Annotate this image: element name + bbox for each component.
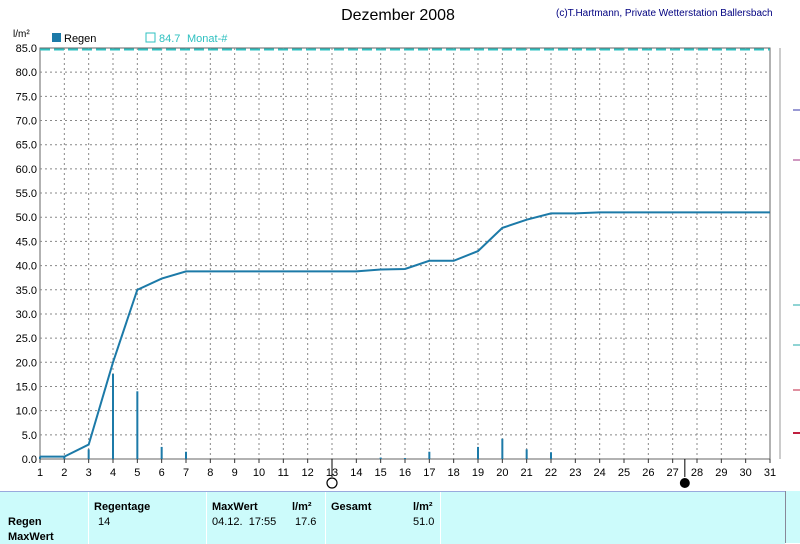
- rain-bar: [112, 373, 114, 459]
- x-tick-label: 10: [253, 467, 265, 479]
- y-tick-label: 15.0: [16, 381, 37, 393]
- rain-bar: [477, 446, 479, 459]
- x-tick-label: 9: [232, 467, 238, 479]
- x-tick-label: 2: [61, 467, 67, 479]
- full-moon-icon: [326, 477, 338, 489]
- x-tick-label: 1: [37, 467, 43, 479]
- x-tick-label: 12: [302, 467, 314, 479]
- row-label-regen: Regen: [8, 516, 42, 528]
- x-tick-label: 22: [545, 467, 557, 479]
- y-tick-label: 60.0: [16, 164, 37, 176]
- summary-panel: Regen MaxWert Regentage 14 MaxWert l/m² …: [0, 491, 785, 544]
- x-tick-label: 20: [496, 467, 508, 479]
- daily-rain-bars: [39, 373, 552, 459]
- x-tick-label: 3: [86, 467, 92, 479]
- x-tick-label: 31: [764, 467, 776, 479]
- x-tick-label: 24: [594, 467, 606, 479]
- x-tick-label: 7: [183, 467, 189, 479]
- rain-bar: [501, 438, 504, 459]
- y-tick-label: 45.0: [16, 236, 37, 248]
- maxwert-date: 04.12. 17:55: [212, 516, 277, 528]
- y-tick-label: 50.0: [16, 212, 37, 224]
- x-tick-label: 25: [618, 467, 630, 479]
- gesamt-unit: l/m²: [413, 501, 433, 513]
- new-moon-icon: [679, 478, 690, 488]
- x-tick-label: 6: [159, 467, 165, 479]
- cumulative-rain-line: [40, 211, 770, 458]
- y-axis-unit: l/m²: [13, 29, 30, 40]
- grid: [40, 48, 770, 459]
- y-tick-label: 85.0: [16, 43, 37, 55]
- panel-edge: [785, 491, 800, 543]
- legend: Regen 84.7 Monat-#: [52, 32, 228, 45]
- x-axis: 1 2 3 4 5 6 7 8 9 10 11 12 13 14 15 16 17 18 19 20 21 22 23 24 2…: [37, 459, 776, 479]
- rain-bar: [525, 449, 528, 459]
- y-tick-label: 20.0: [16, 357, 37, 369]
- x-tick-label: 29: [715, 467, 727, 479]
- legend-regen-label: Regen: [64, 33, 96, 45]
- maxwert-header: MaxWert: [212, 501, 258, 513]
- gesamt-value: 51.0: [413, 516, 435, 528]
- rain-bar: [39, 456, 41, 459]
- x-tick-label: 28: [691, 467, 703, 479]
- rain-bar: [63, 456, 66, 459]
- x-tick-label: 8: [207, 467, 213, 479]
- legend-regen-swatch: [52, 33, 61, 42]
- legend-monthly-value: 84.7: [159, 33, 180, 45]
- maxwert-value: 17.6: [295, 516, 317, 528]
- legend-monthly-swatch: [145, 32, 156, 43]
- divider: [440, 492, 441, 544]
- regentage-header: Regentage: [94, 501, 151, 513]
- row-label-maxwert: MaxWert: [8, 531, 54, 543]
- y-tick-label: 0.0: [22, 454, 37, 466]
- x-tick-label: 18: [448, 467, 460, 479]
- rain-bar: [87, 449, 90, 459]
- divider: [88, 492, 89, 544]
- rain-bar: [550, 452, 552, 459]
- y-tick-label: 30.0: [16, 309, 37, 321]
- x-tick-label: 17: [423, 467, 435, 479]
- divider: [206, 492, 207, 544]
- rain-chart: Dezember 2008 (c)T.Hartmann, Private Wet…: [13, 7, 800, 489]
- x-tick-label: 19: [472, 467, 484, 479]
- x-tick-label: 30: [740, 467, 752, 479]
- credit-text: (c)T.Hartmann, Private Wetterstation Bal…: [556, 8, 773, 19]
- y-tick-label: 65.0: [16, 140, 37, 152]
- x-tick-label: 26: [642, 467, 654, 479]
- chart-title: Dezember 2008: [341, 7, 455, 24]
- right-scale: [779, 48, 800, 459]
- y-tick-label: 35.0: [16, 285, 37, 297]
- x-tick-label: 16: [399, 467, 411, 479]
- y-tick-label: 70.0: [16, 116, 37, 128]
- rain-bar: [185, 451, 187, 459]
- maxwert-unit: l/m²: [292, 501, 312, 513]
- x-tick-label: 23: [569, 467, 581, 479]
- x-tick-label: 4: [110, 467, 116, 479]
- x-tick-label: 11: [278, 467, 289, 479]
- x-tick-label: 27: [667, 467, 679, 479]
- rain-bar: [404, 458, 406, 459]
- rain-bar: [160, 446, 163, 459]
- y-tick-label: 5.0: [22, 430, 37, 442]
- x-tick-label: 14: [350, 467, 362, 479]
- gesamt-header: Gesamt: [331, 501, 372, 513]
- rain-bar: [379, 457, 382, 459]
- regentage-value: 14: [98, 516, 111, 528]
- x-tick-label: 5: [134, 467, 140, 479]
- legend-monthly-label: Monat-#: [187, 33, 228, 45]
- y-tick-label: 55.0: [16, 188, 37, 200]
- y-tick-label: 80.0: [16, 67, 37, 79]
- y-axis: 0.0 5.0 10.0 15.0 20.0 25.0 30.0 35.0 40.0 45.0 50…: [16, 43, 37, 466]
- y-tick-label: 40.0: [16, 261, 37, 273]
- cumulative-line: [40, 211, 770, 458]
- y-tick-label: 75.0: [16, 91, 37, 103]
- rain-bar: [136, 391, 139, 459]
- moon-markers: [326, 459, 690, 489]
- y-tick-label: 25.0: [16, 333, 37, 345]
- divider: [325, 492, 326, 544]
- x-tick-label: 15: [375, 467, 387, 479]
- y-tick-label: 10.0: [16, 406, 37, 418]
- x-tick-label: 21: [521, 467, 533, 479]
- rain-bar: [428, 451, 431, 459]
